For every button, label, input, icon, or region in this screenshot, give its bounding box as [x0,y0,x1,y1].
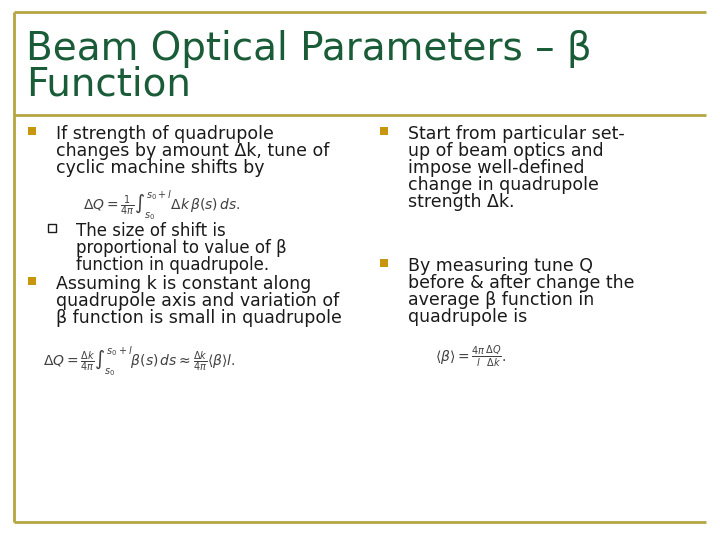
Bar [48,224,56,232]
Text: Start from particular set-: Start from particular set- [408,125,625,143]
Bar [28,127,36,135]
Text: By measuring tune Q: By measuring tune Q [408,257,593,275]
Text: Beam Optical Parameters – β: Beam Optical Parameters – β [26,30,592,68]
Bar [380,259,388,267]
Text: function in quadrupole.: function in quadrupole. [76,256,269,274]
Text: average β function in: average β function in [408,291,594,309]
Text: up of beam optics and: up of beam optics and [408,142,603,160]
Text: strength Δk.: strength Δk. [408,193,515,211]
Text: β function is small in quadrupole: β function is small in quadrupole [56,309,342,327]
Text: change in quadrupole: change in quadrupole [408,176,599,194]
Text: proportional to value of β: proportional to value of β [76,239,287,257]
Text: Assuming k is constant along: Assuming k is constant along [56,275,311,293]
Text: The size of shift is: The size of shift is [76,222,226,240]
Text: $\Delta Q = \frac{\Delta k}{4\pi} \int_{s_0}^{s_0+l} \beta(s)\, ds \approx \frac: $\Delta Q = \frac{\Delta k}{4\pi} \int_{… [43,344,235,378]
Bar [380,127,388,135]
Bar [28,277,36,285]
Text: before & after change the: before & after change the [408,274,634,292]
Text: If strength of quadrupole: If strength of quadrupole [56,125,274,143]
Text: quadrupole is: quadrupole is [408,308,527,326]
Text: $\langle\beta\rangle = \frac{4\pi}{l} \frac{\Delta Q}{\Delta k}.$: $\langle\beta\rangle = \frac{4\pi}{l} \f… [435,344,506,370]
Text: quadrupole axis and variation of: quadrupole axis and variation of [56,292,339,310]
Text: $\Delta Q = \frac{1}{4\pi} \int_{s_0}^{s_0+l} \Delta k\, \beta(s)\, ds.$: $\Delta Q = \frac{1}{4\pi} \int_{s_0}^{s… [83,188,240,222]
Text: Function: Function [26,65,191,103]
Text: changes by amount Δk, tune of: changes by amount Δk, tune of [56,142,329,160]
Text: cyclic machine shifts by: cyclic machine shifts by [56,159,264,177]
Text: impose well-defined: impose well-defined [408,159,585,177]
